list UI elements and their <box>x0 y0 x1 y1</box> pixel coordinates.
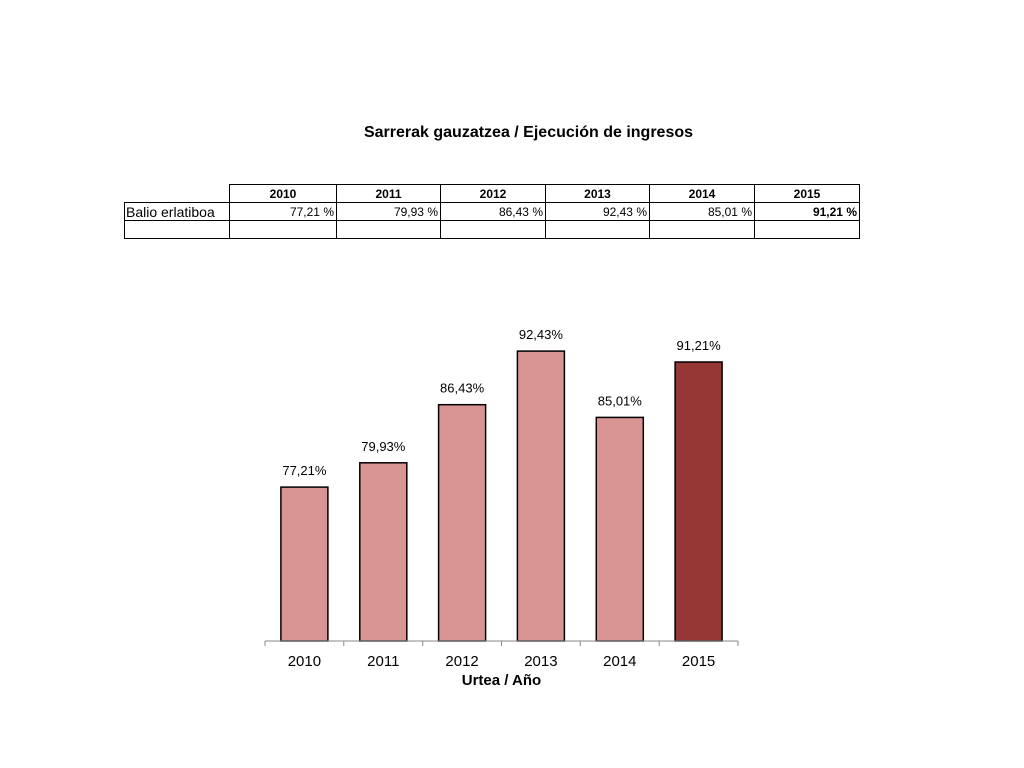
x-tick-label: 2010 <box>288 653 321 670</box>
data-table: 2010 2011 2012 2013 2014 2015 Balio erla… <box>124 184 860 239</box>
bar-2014 <box>595 416 645 642</box>
x-tick-label: 2011 <box>367 653 399 670</box>
data-label: 86,43% <box>440 381 485 396</box>
bar-2015 <box>674 361 723 642</box>
data-label: 92,43% <box>519 327 564 342</box>
table-year-header: 2011 <box>336 184 441 203</box>
data-label: 79,93% <box>361 439 406 454</box>
x-axis-title: Urtea / Año <box>462 672 541 689</box>
page-title: Sarrerak gauzatzea / Ejecución de ingres… <box>363 124 694 141</box>
table-cell: 77,21 % <box>229 202 337 221</box>
x-tick-label: 2014 <box>603 653 636 670</box>
table-row-label: Balio erlatiboa <box>124 202 230 221</box>
data-label: 85,01% <box>598 393 643 408</box>
table-cell: 92,43 % <box>545 202 650 221</box>
x-tick-label: 2012 <box>445 653 478 670</box>
bar-2013 <box>516 350 566 642</box>
bar-2011 <box>359 462 408 642</box>
data-label: 91,21% <box>677 338 722 353</box>
x-tick-label: 2013 <box>524 653 557 670</box>
bar-2012 <box>437 403 487 642</box>
table-year-header: 2013 <box>545 184 650 203</box>
x-tick-label: 2015 <box>682 653 715 670</box>
table-header-row: 2010 2011 2012 2013 2014 2015 <box>124 184 860 203</box>
data-label: 77,21% <box>282 463 327 478</box>
data-labels: 77,21% 79,93% 86,43% 92,43% 85,01% 91,21% <box>282 327 721 478</box>
table-year-header: 2014 <box>649 184 755 203</box>
x-axis-ticks <box>264 641 739 646</box>
table-cell <box>754 220 860 239</box>
chart-bars <box>280 350 723 642</box>
table-cell: 79,93 % <box>336 202 441 221</box>
x-axis-tick-labels: 2010 2011 2012 2013 2014 2015 <box>288 653 716 670</box>
table-cell: 91,21 % <box>754 202 860 221</box>
bar-2010 <box>280 486 329 642</box>
table-row <box>124 220 860 239</box>
